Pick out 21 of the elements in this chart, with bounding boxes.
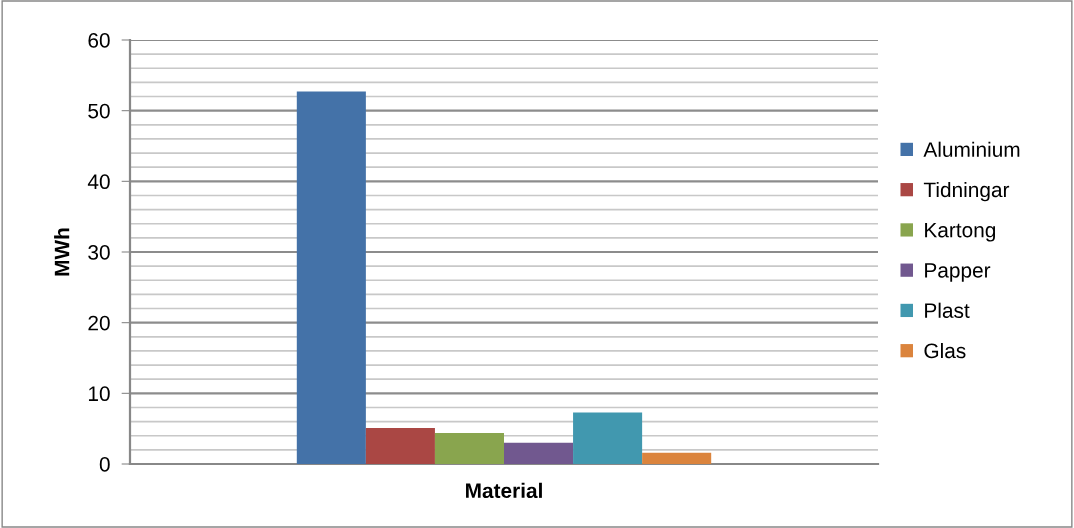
y-axis-title: MWh <box>54 228 70 276</box>
y-tick-label: 20 <box>88 315 110 331</box>
legend-label: Kartong <box>925 222 996 242</box>
y-tick-label: 30 <box>88 245 110 260</box>
y-tick-label: 50 <box>88 103 110 119</box>
legend-label: Tidningar <box>923 181 1010 202</box>
bar <box>365 427 435 464</box>
bar <box>434 432 504 464</box>
x-axis-title: Material <box>466 482 542 499</box>
legend-label: Glas <box>924 342 966 359</box>
y-tick-label: 60 <box>88 33 110 48</box>
legend-label: Plast <box>925 302 970 318</box>
y-tick-label: 40 <box>87 174 110 190</box>
legend-label: Aluminium <box>923 141 1020 157</box>
bar <box>504 442 574 464</box>
bar <box>573 412 643 464</box>
legend-label: Papper <box>925 263 991 282</box>
y-tick-label: 0 <box>99 457 110 472</box>
bar <box>642 452 712 464</box>
y-tick-label: 10 <box>88 386 110 402</box>
bar <box>296 91 366 464</box>
